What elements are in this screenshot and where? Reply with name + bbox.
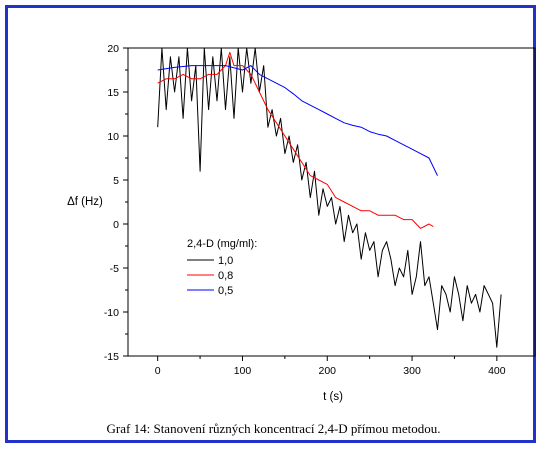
series-lines bbox=[157, 47, 502, 348]
figure-frame bbox=[5, 5, 536, 443]
y-tick-label: 10 bbox=[107, 131, 119, 143]
y-tick-label: -5 bbox=[110, 263, 119, 275]
plot-area bbox=[127, 47, 536, 357]
legend-label: 1,0 bbox=[218, 255, 233, 267]
legend-label: 0,8 bbox=[218, 270, 233, 282]
series-line-0-8 bbox=[157, 51, 434, 229]
legend-items: 1,0 0,8 0,5 bbox=[187, 255, 233, 297]
x-axis-label: t (s) bbox=[323, 391, 343, 403]
x-tick-label: 0 bbox=[155, 365, 161, 377]
ticks: 0 100 200 300 400 -15 -10 -5 0 5 10 15 20 bbox=[104, 43, 506, 377]
x-tick-label: 400 bbox=[488, 365, 506, 377]
legend: 2,4-D (mg/ml): 1,0 0,8 0,5 bbox=[187, 238, 257, 297]
x-tick-label: 300 bbox=[403, 365, 421, 377]
y-tick-label: 0 bbox=[113, 219, 119, 231]
plot-frame bbox=[127, 47, 536, 357]
y-tick-label: -15 bbox=[104, 351, 119, 363]
y-tick-label: 5 bbox=[113, 175, 119, 187]
y-tick-label: 20 bbox=[107, 43, 119, 55]
figure-caption: Graf 14: Stanovení různých koncentrací 2… bbox=[106, 421, 441, 436]
y-axis-label: Δf (Hz) bbox=[67, 196, 103, 208]
x-tick-label: 100 bbox=[234, 365, 252, 377]
y-tick-label: 15 bbox=[107, 87, 119, 99]
legend-title: 2,4-D (mg/ml): bbox=[187, 238, 257, 250]
x-tick-label: 200 bbox=[318, 365, 336, 377]
legend-label: 0,5 bbox=[218, 285, 233, 297]
series-line-0-5 bbox=[157, 65, 438, 176]
series-line-1-0 bbox=[157, 47, 502, 348]
y-tick-label: -10 bbox=[104, 307, 119, 319]
